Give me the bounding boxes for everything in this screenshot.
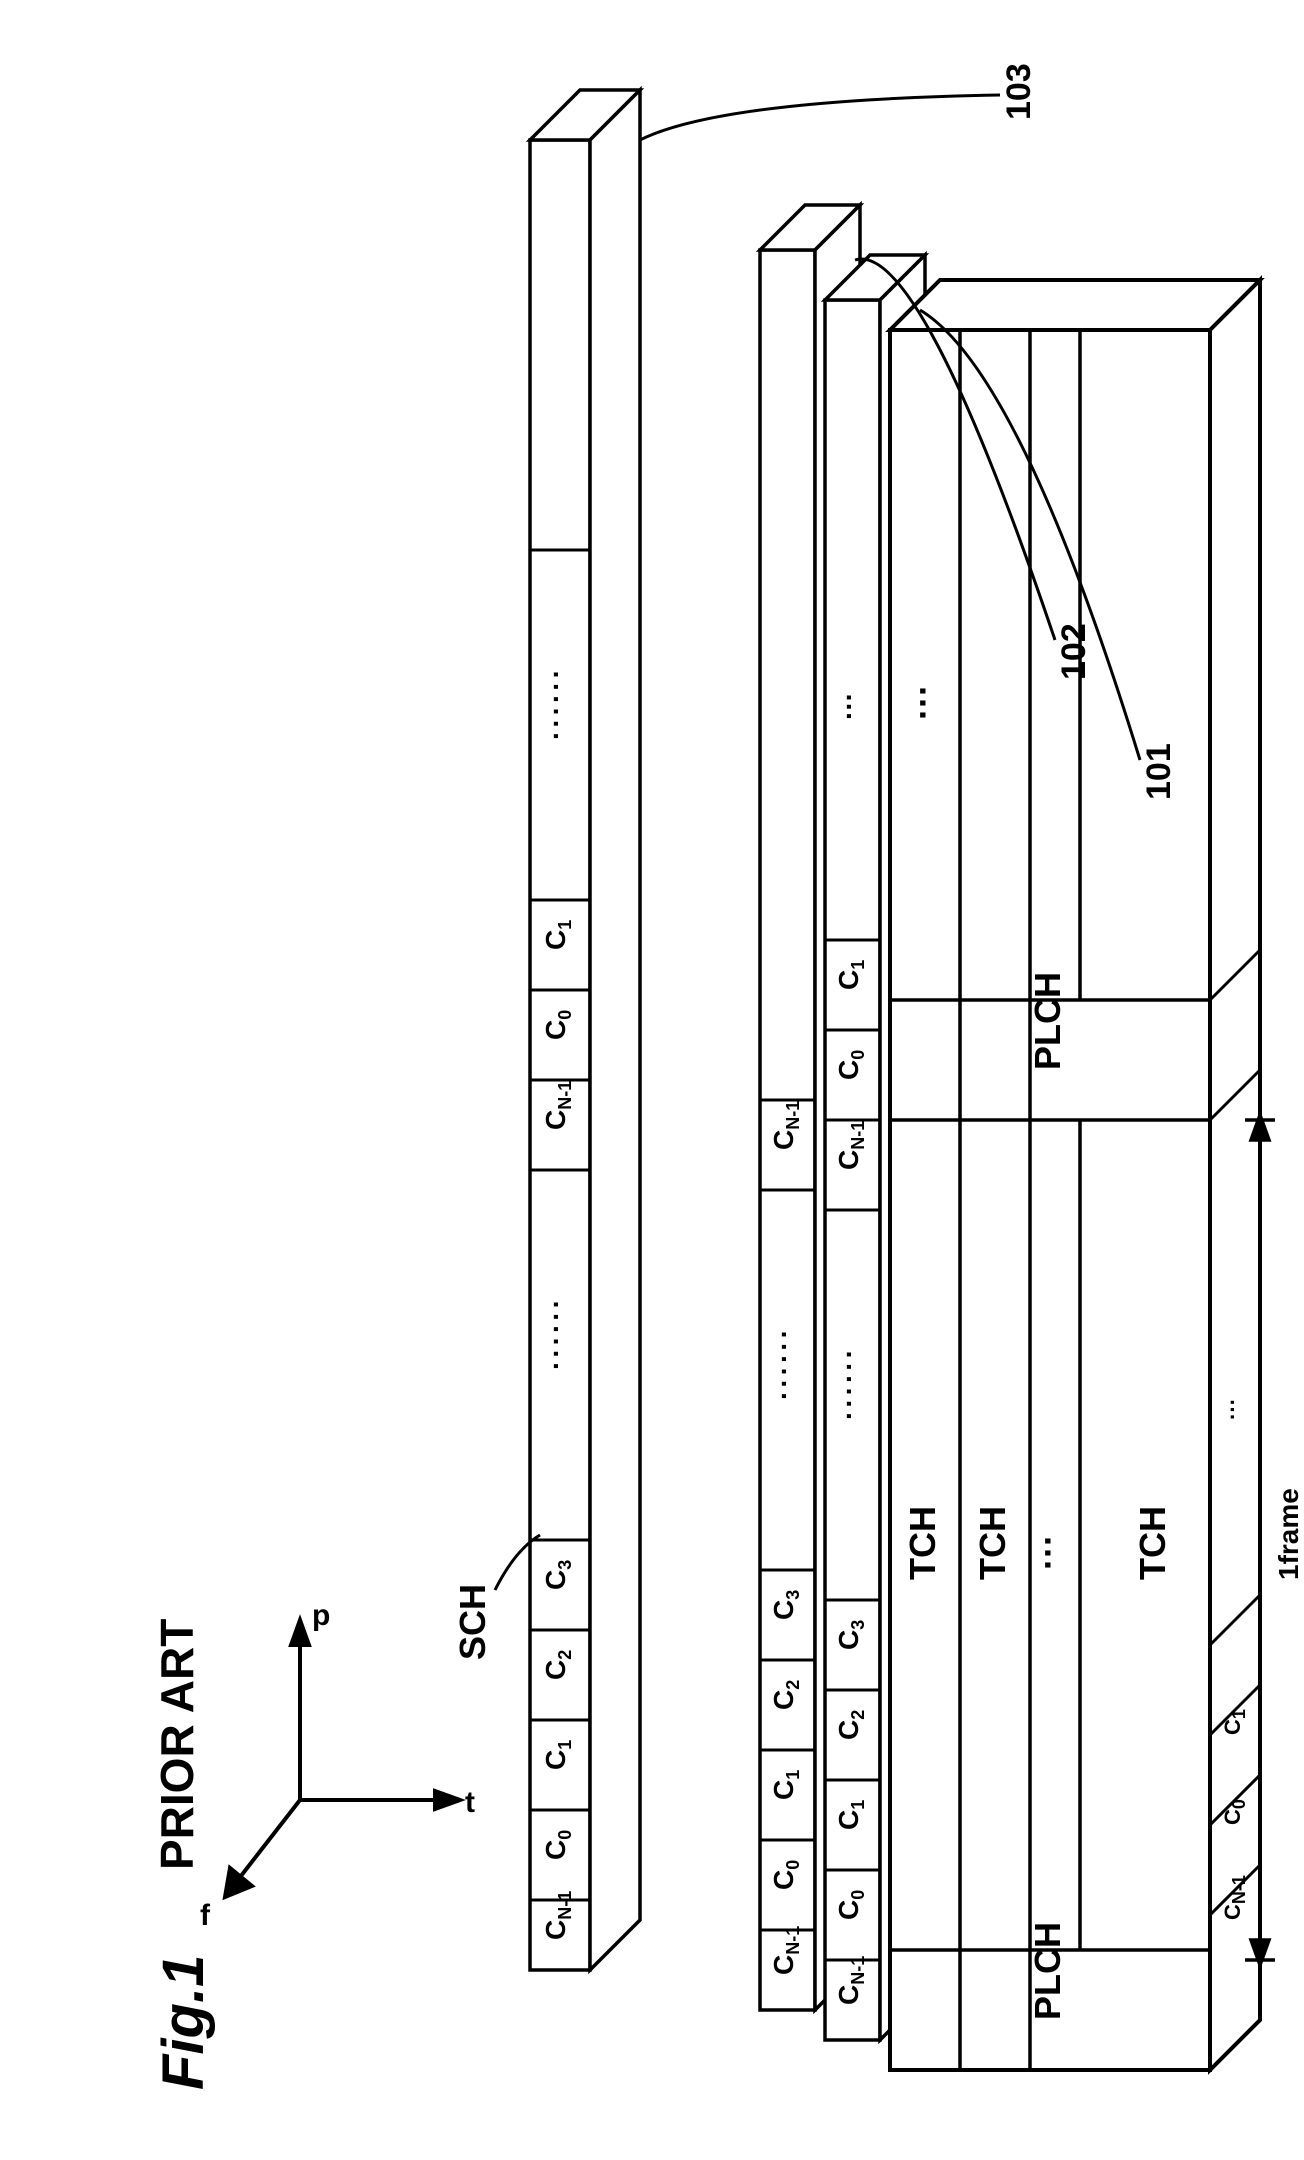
- svg-text:···: ···: [902, 684, 943, 720]
- axis-t: t: [465, 1786, 475, 1819]
- axes: [225, 1620, 460, 1897]
- svg-text:······: ······: [768, 1326, 799, 1400]
- ref-102: 102: [1055, 623, 1093, 680]
- plch-label-2: PLCH: [1027, 972, 1068, 1070]
- plch-label-1: PLCH: [1027, 1922, 1068, 2020]
- svg-text:···: ···: [833, 692, 864, 720]
- frame-label: 1frame: [1273, 1488, 1304, 1580]
- tch-label-1: TCH: [902, 1506, 943, 1580]
- ref-101: 101: [1140, 743, 1178, 800]
- ref-103: 103: [1000, 63, 1038, 120]
- axis-p: p: [312, 1599, 330, 1632]
- axis-f: f: [200, 1899, 211, 1932]
- tch-label-2: TCH: [972, 1506, 1013, 1580]
- svg-text:······: ······: [540, 1296, 571, 1370]
- svg-text:······: ······: [540, 666, 571, 740]
- diagram-svg: p t f CN-1: [20, 20, 1304, 2140]
- tch-dots: ···: [1027, 1534, 1068, 1570]
- svg-text:···: ···: [1220, 1398, 1245, 1420]
- front-block: [890, 280, 1260, 2070]
- sch-label: SCH: [452, 1584, 493, 1660]
- figure-container: Fig.1 PRIOR ART p t f: [20, 20, 1304, 2140]
- tch-label-3: TCH: [1132, 1506, 1173, 1580]
- svg-text:······: ······: [833, 1346, 864, 1420]
